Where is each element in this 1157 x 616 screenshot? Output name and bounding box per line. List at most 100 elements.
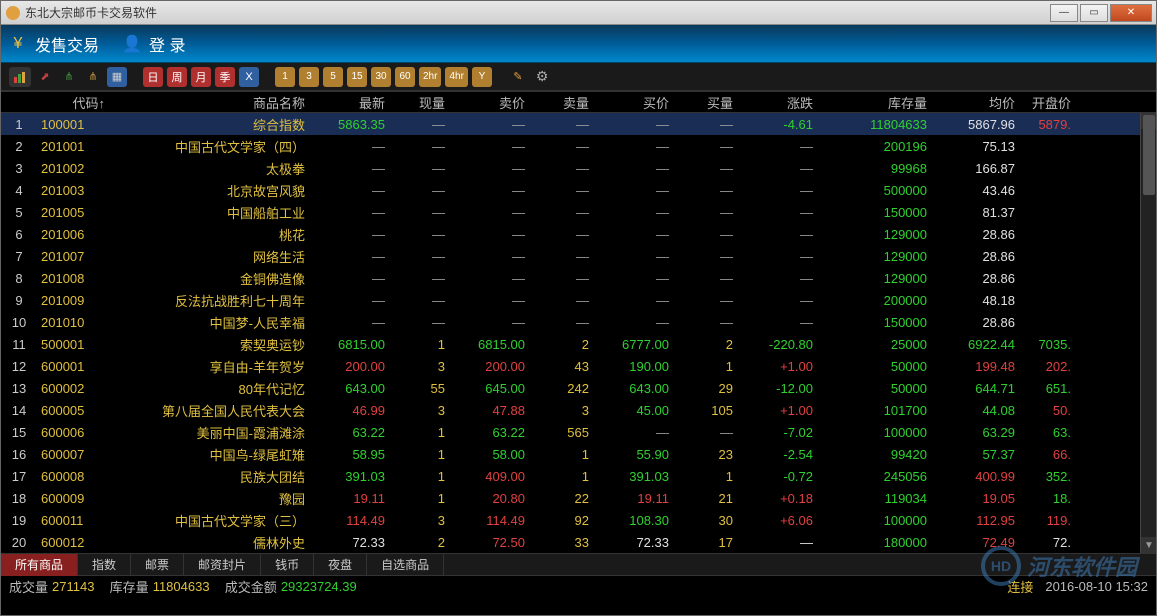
table-row[interactable]: 17600008民族大团结391.031409.001391.031-0.722… — [1, 465, 1156, 487]
cell-vol: — — [389, 183, 449, 198]
table-row[interactable]: 6201006桃花———————12900028.86 — [1, 223, 1156, 245]
table-row[interactable]: 9201009反法抗战胜利七十周年———————20000048.18 — [1, 289, 1156, 311]
header-sellv[interactable]: 卖量 — [529, 93, 593, 112]
line-icon[interactable]: ⬈ — [35, 67, 55, 87]
cell-buyv: 17 — [673, 535, 737, 550]
gear-icon[interactable]: ⚙ — [532, 67, 553, 87]
tab-3[interactable]: 邮资封片 — [184, 554, 261, 576]
cell-stock: 101700 — [837, 403, 931, 418]
table-row[interactable]: 15600006美丽中国-霞浦滩涂63.22163.22565——-7.0210… — [1, 421, 1156, 443]
cell-avg: 81.37 — [931, 205, 1019, 220]
tab-1[interactable]: 指数 — [78, 554, 131, 576]
cell-idx: 11 — [1, 337, 37, 352]
calendar-icon[interactable]: ▦ — [107, 67, 127, 87]
table-row[interactable]: 7201007网络生活———————12900028.86 — [1, 245, 1156, 267]
header-avg[interactable]: 均价 — [931, 93, 1019, 112]
scroll-down-icon[interactable]: ▼ — [1141, 537, 1156, 553]
tab-2[interactable]: 邮票 — [131, 554, 184, 576]
toolbar: ⬈ ⋔ ⋔ ▦ 日 周 月 季 X 1 3 5 15 30 60 2hr 4hr… — [1, 63, 1156, 91]
menu-trade-label: 发售交易 — [35, 32, 99, 56]
interval-5[interactable]: 5 — [323, 67, 343, 87]
titlebar: 东北大宗邮币卡交易软件 — ▭ ✕ — [1, 1, 1156, 25]
header-stock[interactable]: 库存量 — [837, 93, 931, 112]
cell-idx: 9 — [1, 293, 37, 308]
menu-trade[interactable]: ¥ 发售交易 — [9, 32, 99, 56]
period-month[interactable]: 月 — [191, 67, 211, 87]
interval-2hr[interactable]: 2hr — [419, 67, 441, 87]
cell-chg: +1.00 — [737, 403, 817, 418]
table-row[interactable]: 10201010中国梦-人民幸福———————15000028.86 — [1, 311, 1156, 333]
cell-sellv: 3 — [529, 403, 593, 418]
header-latest[interactable]: 最新 — [309, 93, 389, 112]
table-row[interactable]: 20600012儒林外史72.33272.503372.3317—1800007… — [1, 531, 1156, 553]
cell-chg: -0.72 — [737, 469, 817, 484]
header-buyv[interactable]: 买量 — [673, 93, 737, 112]
cell-latest: — — [309, 293, 389, 308]
table-row[interactable]: 14600005第八届全国人民代表大会46.99347.88345.00105+… — [1, 399, 1156, 421]
header-chg[interactable]: 涨跌 — [737, 93, 817, 112]
interval-1[interactable]: 1 — [275, 67, 295, 87]
tab-6[interactable]: 自选商品 — [367, 554, 444, 576]
menu-login[interactable]: 👤 登 录 — [123, 32, 185, 56]
interval-4hr[interactable]: 4hr — [445, 67, 467, 87]
cell-sellv: 1 — [529, 447, 593, 462]
cell-stock: 500000 — [837, 183, 931, 198]
table-row[interactable]: 19600011中国古代文学家（三）114.493114.4992108.303… — [1, 509, 1156, 531]
header-name[interactable]: 商品名称 — [109, 93, 309, 112]
cell-latest: 114.49 — [309, 513, 389, 528]
cell-sellv: 565 — [529, 425, 593, 440]
candle2-icon[interactable]: ⋔ — [83, 67, 103, 87]
edit-icon[interactable]: ✎ — [508, 67, 528, 87]
minimize-button[interactable]: — — [1050, 4, 1078, 22]
cell-open: 18. — [1019, 491, 1075, 506]
table-row[interactable]: 18600009豫园19.11120.802219.1121+0.1811903… — [1, 487, 1156, 509]
cell-idx: 17 — [1, 469, 37, 484]
cell-buy: 643.00 — [593, 381, 673, 396]
table-row[interactable]: 1100001综合指数5863.35—————-4.61118046335867… — [1, 113, 1156, 135]
header-vol[interactable]: 现量 — [389, 93, 449, 112]
table-row[interactable]: 3201002太极拳———————99968166.87 — [1, 157, 1156, 179]
cell-avg: 57.37 — [931, 447, 1019, 462]
cell-buy: 391.03 — [593, 469, 673, 484]
interval-15[interactable]: 15 — [347, 67, 367, 87]
interval-30[interactable]: 30 — [371, 67, 391, 87]
interval-y[interactable]: Y — [472, 67, 492, 87]
barchart-icon[interactable] — [9, 67, 31, 87]
period-week[interactable]: 周 — [167, 67, 187, 87]
cell-buy: — — [593, 293, 673, 308]
candle-icon[interactable]: ⋔ — [59, 67, 79, 87]
table-row[interactable]: 12600001享自由-羊年贺岁200.003200.0043190.001+1… — [1, 355, 1156, 377]
header-open[interactable]: 开盘价 — [1019, 93, 1075, 112]
table-row[interactable]: 2201001中国古代文学家（四）———————20019675.13 — [1, 135, 1156, 157]
interval-60[interactable]: 60 — [395, 67, 415, 87]
header-sell[interactable]: 卖价 — [449, 93, 529, 112]
interval-3[interactable]: 3 — [299, 67, 319, 87]
table-row[interactable]: 5201005中国船舶工业———————15000081.37 — [1, 201, 1156, 223]
menubar: ¥ 发售交易 👤 登 录 — [1, 25, 1156, 63]
cell-open: 202. — [1019, 359, 1075, 374]
table-row[interactable]: 1360000280年代记忆643.0055645.00242643.0029-… — [1, 377, 1156, 399]
cell-sell: 72.50 — [449, 535, 529, 550]
cell-latest: 72.33 — [309, 535, 389, 550]
tab-4[interactable]: 钱币 — [261, 554, 314, 576]
cell-buyv: — — [673, 117, 737, 132]
tab-0[interactable]: 所有商品 — [1, 554, 78, 576]
cell-vol: — — [389, 293, 449, 308]
scroll-thumb[interactable] — [1143, 115, 1155, 195]
scrollbar[interactable]: ▲ ▼ — [1140, 113, 1156, 553]
table-row[interactable]: 8201008金铜佛造像———————12900028.86 — [1, 267, 1156, 289]
tab-5[interactable]: 夜盘 — [314, 554, 367, 576]
cell-name: 北京故宫风貌 — [109, 181, 309, 200]
period-day[interactable]: 日 — [143, 67, 163, 87]
table-row[interactable]: 11500001索契奥运钞6815.0016815.0026777.002-22… — [1, 333, 1156, 355]
cell-latest: — — [309, 183, 389, 198]
cell-vol: — — [389, 117, 449, 132]
header-code[interactable]: 代码↑ — [37, 93, 109, 112]
table-row[interactable]: 16600007中国鸟-绿尾虹雉58.95158.00155.9023-2.54… — [1, 443, 1156, 465]
period-x[interactable]: X — [239, 67, 259, 87]
period-quarter[interactable]: 季 — [215, 67, 235, 87]
maximize-button[interactable]: ▭ — [1080, 4, 1108, 22]
close-button[interactable]: ✕ — [1110, 4, 1152, 22]
table-row[interactable]: 4201003北京故宫风貌———————50000043.46 — [1, 179, 1156, 201]
header-buy[interactable]: 买价 — [593, 93, 673, 112]
